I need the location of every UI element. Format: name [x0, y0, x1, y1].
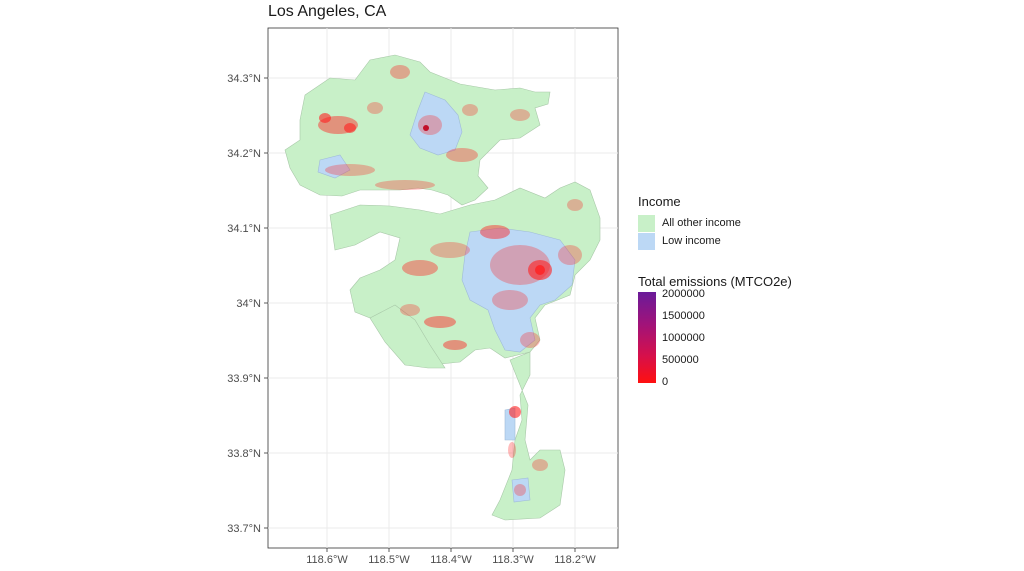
y-tick-marks	[264, 77, 268, 529]
legend-swatch-all-other-income	[638, 214, 655, 232]
income-legend-title: Income	[638, 194, 681, 209]
y-tick-label: 33.7°N	[227, 523, 261, 535]
emissions-legend-title: Total emissions (MTCO2e)	[638, 274, 792, 289]
colorbar-label: 0	[662, 376, 669, 388]
legend-swatch-low-income	[638, 232, 655, 250]
y-tick-label: 34°N	[236, 298, 261, 310]
x-tick-label: 118.3°W	[492, 554, 534, 566]
y-tick-label: 34.2°N	[227, 148, 261, 160]
y-tick-label: 34.3°N	[227, 73, 261, 85]
y-tick-label: 34.1°N	[227, 223, 261, 235]
emissions-colorbar	[638, 292, 656, 383]
legend-label: Low income	[662, 235, 721, 247]
y-tick-labels: 34.3°N 34.2°N 34.1°N 34°N 33.9°N 33.8°N …	[227, 73, 261, 535]
map-title: Los Angeles, CA	[268, 3, 387, 20]
colorbar-label: 500000	[662, 354, 699, 366]
emission-points	[318, 65, 583, 496]
y-tick-label: 33.8°N	[227, 448, 261, 460]
legend-item-low-income: Low income	[638, 232, 741, 250]
x-tick-label: 118.2°W	[554, 554, 596, 566]
x-tick-label: 118.6°W	[306, 554, 348, 566]
land-low-income	[317, 91, 576, 503]
x-tick-marks	[326, 548, 576, 552]
y-tick-label: 33.9°N	[227, 373, 261, 385]
x-tick-label: 118.5°W	[368, 554, 410, 566]
legend-item-all-other-income: All other income	[638, 214, 741, 232]
colorbar-label: 1000000	[662, 332, 705, 344]
income-legend: Income All other income Low income	[638, 194, 741, 250]
x-tick-labels: 118.6°W 118.5°W 118.4°W 118.3°W 118.2°W	[306, 554, 596, 566]
colorbar-label: 1500000	[662, 310, 705, 322]
x-tick-label: 118.4°W	[430, 554, 472, 566]
legend-label: All other income	[662, 217, 741, 229]
colorbar-label: 2000000	[662, 288, 705, 300]
